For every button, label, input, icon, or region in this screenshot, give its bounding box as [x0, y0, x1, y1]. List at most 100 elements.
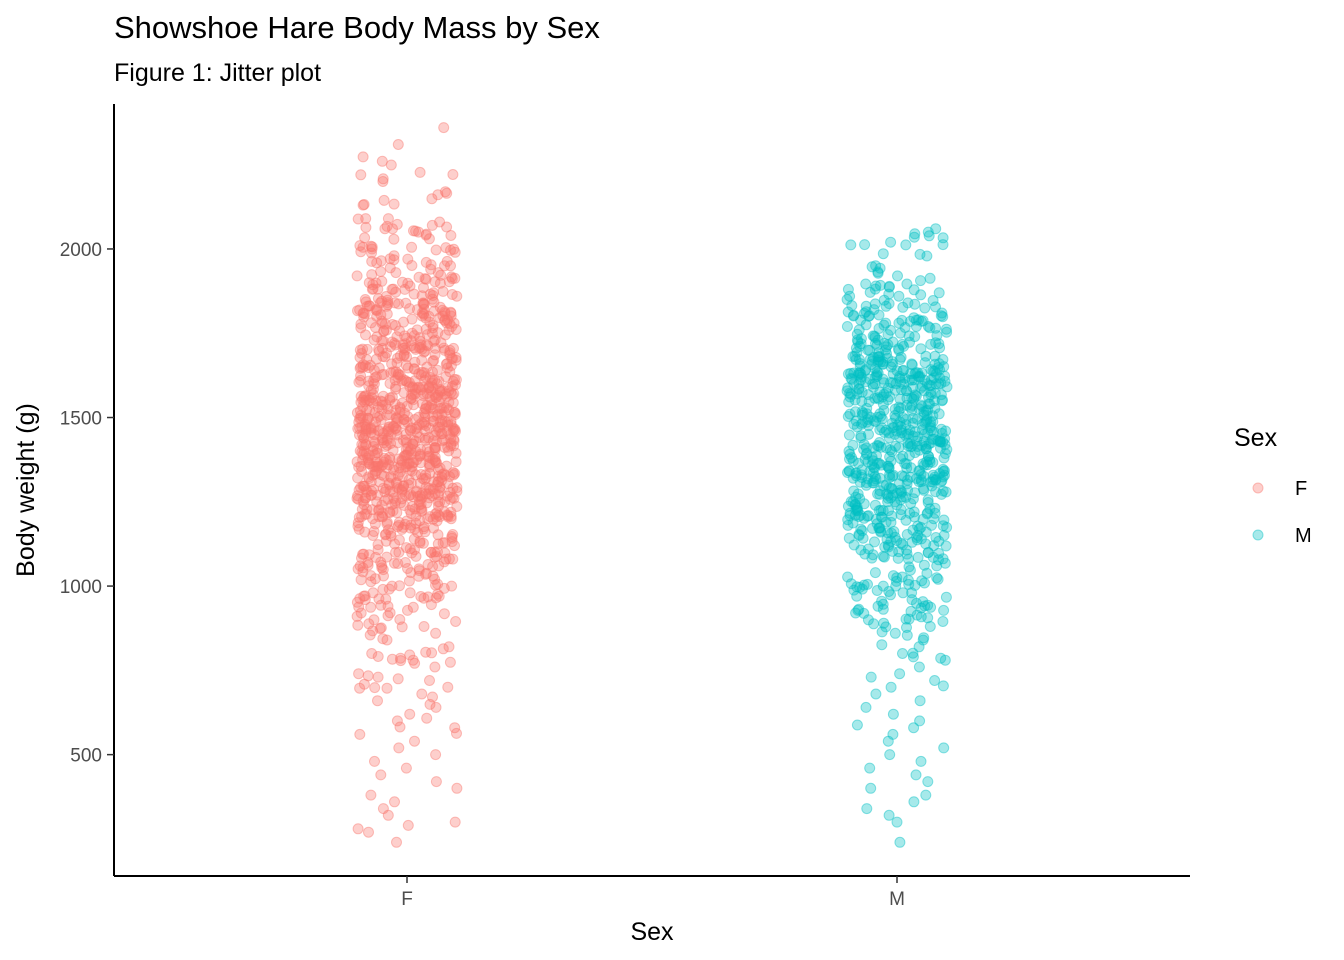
- point-f: [357, 412, 369, 423]
- point-f: [429, 573, 441, 585]
- point-m: [868, 304, 880, 316]
- point-m: [941, 444, 953, 455]
- point-m: [882, 352, 893, 364]
- point-f: [370, 551, 382, 563]
- point-m: [842, 519, 854, 531]
- point-m: [868, 618, 880, 630]
- point-f: [382, 403, 394, 415]
- point-m: [918, 406, 930, 418]
- point-f: [384, 409, 396, 421]
- point-f: [410, 469, 422, 481]
- point-f: [450, 456, 462, 468]
- point-f: [360, 439, 372, 450]
- point-f: [361, 508, 372, 520]
- point-m: [855, 333, 867, 345]
- point-f: [395, 655, 407, 667]
- point-f: [403, 474, 415, 486]
- point-f: [375, 622, 387, 634]
- point-f: [429, 444, 441, 456]
- point-f: [377, 173, 389, 185]
- point-m: [900, 514, 912, 526]
- point-m: [897, 412, 909, 423]
- point-f: [425, 599, 437, 611]
- point-m: [859, 453, 871, 465]
- point-m: [906, 399, 918, 411]
- point-m: [882, 496, 894, 508]
- point-m: [899, 372, 911, 384]
- point-f: [425, 263, 437, 275]
- point-f: [368, 483, 379, 495]
- point-f: [389, 497, 401, 509]
- point-f: [432, 476, 444, 488]
- point-f: [432, 189, 444, 201]
- point-m: [882, 460, 894, 472]
- point-f: [422, 451, 433, 463]
- point-f: [371, 305, 383, 317]
- point-f: [394, 580, 405, 592]
- point-m: [867, 455, 879, 467]
- point-m: [907, 651, 919, 663]
- point-f: [442, 362, 453, 374]
- point-m: [860, 479, 872, 491]
- point-m: [882, 329, 894, 341]
- point-f: [423, 482, 435, 494]
- point-m: [875, 526, 887, 538]
- point-f: [365, 576, 377, 588]
- point-f: [410, 423, 421, 435]
- point-f: [427, 435, 439, 447]
- point-f: [436, 471, 448, 483]
- point-f: [376, 510, 388, 522]
- point-f: [416, 310, 428, 322]
- point-m: [928, 513, 940, 525]
- point-m: [850, 467, 862, 479]
- point-f: [371, 447, 383, 459]
- legend-label-f: F: [1295, 478, 1307, 500]
- point-f: [387, 223, 398, 235]
- point-m: [884, 444, 896, 456]
- point-f: [381, 434, 393, 446]
- point-m: [872, 356, 884, 368]
- point-m: [925, 476, 937, 488]
- point-f: [439, 469, 451, 481]
- point-f: [400, 762, 412, 774]
- point-m: [869, 499, 881, 511]
- point-f: [445, 271, 457, 283]
- point-m: [939, 465, 950, 477]
- point-f: [391, 424, 403, 436]
- point-f: [393, 742, 405, 754]
- point-f: [372, 458, 384, 470]
- point-f: [379, 486, 391, 498]
- point-f: [363, 277, 375, 289]
- point-f: [399, 330, 411, 342]
- point-f: [392, 139, 404, 150]
- point-m: [927, 416, 939, 428]
- point-f: [420, 472, 432, 484]
- point-f: [382, 213, 394, 225]
- point-f: [362, 456, 374, 468]
- point-m: [865, 782, 877, 794]
- point-f: [447, 422, 459, 434]
- point-f: [402, 447, 414, 459]
- point-f: [426, 377, 438, 389]
- point-f: [400, 489, 411, 501]
- point-m: [910, 769, 922, 781]
- point-m: [861, 408, 873, 420]
- point-m: [860, 449, 872, 461]
- point-f: [368, 614, 380, 626]
- point-m: [853, 324, 865, 336]
- point-m: [920, 789, 932, 801]
- point-m: [915, 469, 927, 480]
- point-f: [381, 425, 393, 437]
- point-f: [388, 421, 400, 433]
- point-m: [880, 621, 892, 633]
- point-f: [363, 458, 375, 470]
- point-f: [415, 498, 427, 510]
- point-f: [351, 270, 363, 282]
- point-f: [396, 483, 408, 495]
- point-f: [398, 349, 410, 361]
- point-m: [936, 475, 948, 487]
- point-m: [852, 604, 864, 616]
- point-f: [380, 399, 392, 411]
- point-f: [362, 670, 374, 682]
- point-f: [443, 641, 455, 653]
